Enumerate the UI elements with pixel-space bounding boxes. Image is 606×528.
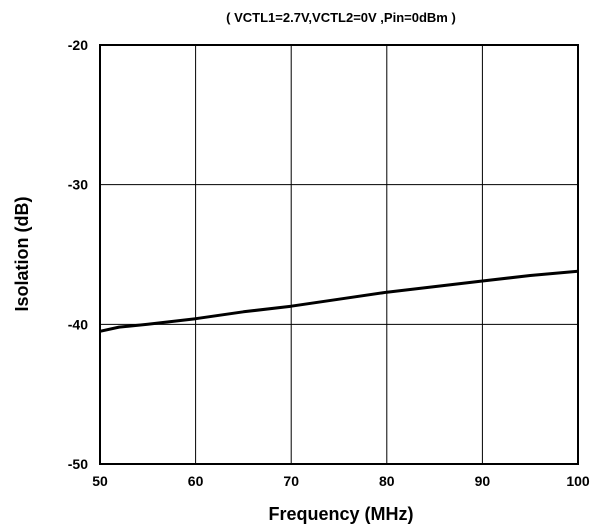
x-tick-label: 70 <box>283 473 299 489</box>
x-tick-label: 60 <box>188 473 204 489</box>
x-tick-label: 50 <box>92 473 108 489</box>
x-axis-label: Frequency (MHz) <box>268 504 413 524</box>
isolation-series-line <box>99 269 579 333</box>
x-tick-label: 100 <box>566 473 590 489</box>
y-tick-label: -30 <box>68 177 88 193</box>
grid-lines <box>100 45 578 464</box>
x-tick-label: 90 <box>475 473 491 489</box>
plot-frame <box>99 44 579 465</box>
y-tick-label: -20 <box>68 37 88 53</box>
y-tick-label: -40 <box>68 316 88 332</box>
series-group <box>99 269 579 333</box>
y-tick-labels: -20 -30 -40 -50 <box>68 37 88 472</box>
x-tick-labels: 50 60 70 80 90 100 <box>92 473 590 489</box>
x-tick-label: 80 <box>379 473 395 489</box>
y-tick-label: -50 <box>68 456 88 472</box>
y-axis-label: Isolation (dB) <box>12 197 32 312</box>
chart-title: ( VCTL1=2.7V,VCTL2=0V ,Pin=0dBm ) <box>226 10 456 25</box>
